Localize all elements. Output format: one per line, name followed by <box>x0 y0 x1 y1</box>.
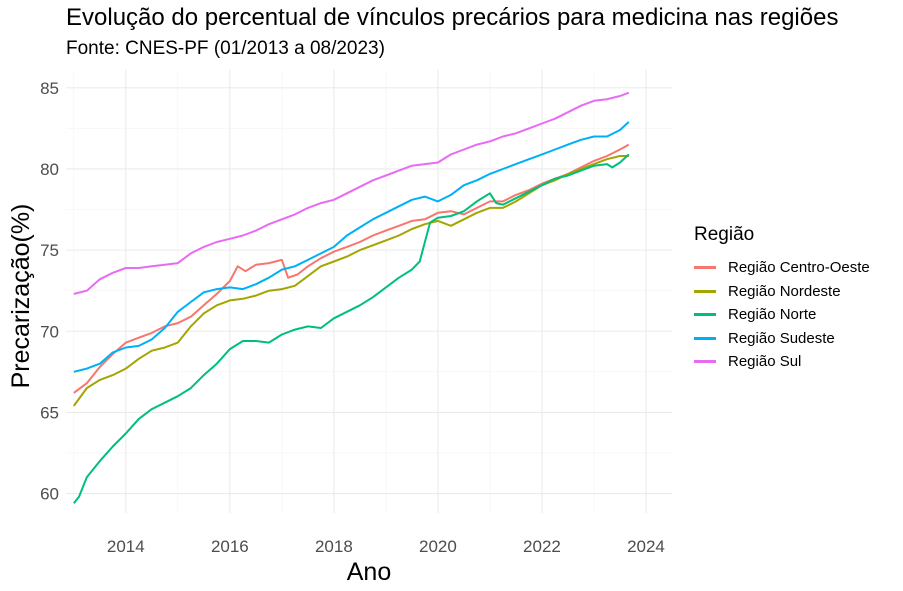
legend-items: Região Centro-Oeste Região Nordeste Região… <box>694 256 870 374</box>
series-lines <box>72 91 630 504</box>
legend-item: Região Sul <box>694 350 870 374</box>
legend-label: Região Centro-Oeste <box>728 259 870 277</box>
y-axis-title: Precarização(%) <box>7 204 35 389</box>
legend-item: Região Sudeste <box>694 327 870 351</box>
y-tick-label: 80 <box>40 160 59 179</box>
legend: Região Região Centro-Oeste Região Nordest… <box>694 224 870 374</box>
gridlines <box>66 70 672 513</box>
x-tick-label: 2024 <box>627 537 665 556</box>
x-tick-labels: 2014 2016 2018 2020 2022 2024 <box>107 537 665 556</box>
x-tick-label: 2020 <box>419 537 457 556</box>
chart-title: Evolução do percentual de vínculos precá… <box>66 4 839 31</box>
y-tick-label: 85 <box>40 79 59 98</box>
series-line <box>72 155 629 407</box>
y-tick-label: 60 <box>40 485 59 504</box>
series-line <box>73 121 630 373</box>
legend-item: Região Norte <box>694 303 870 327</box>
y-tick-labels: 60 65 70 75 80 85 <box>40 79 59 504</box>
legend-key <box>694 360 716 364</box>
legend-label: Região Nordeste <box>728 282 841 300</box>
y-tick-label: 65 <box>40 403 59 422</box>
legend-label: Região Norte <box>728 306 817 324</box>
x-axis-title: Ano <box>347 558 391 586</box>
legend-key <box>694 266 716 270</box>
series-line <box>73 143 630 394</box>
x-tick-label: 2014 <box>107 537 145 556</box>
series-line <box>73 91 630 295</box>
legend-item: Região Centro-Oeste <box>694 256 870 280</box>
x-tick-label: 2016 <box>211 537 249 556</box>
legend-key <box>694 313 716 317</box>
y-tick-label: 70 <box>40 322 59 341</box>
x-tick-label: 2022 <box>523 537 561 556</box>
legend-label: Região Sul <box>728 353 802 371</box>
legend-key <box>694 289 716 293</box>
legend-title: Região <box>694 224 755 245</box>
legend-item: Região Nordeste <box>694 280 870 304</box>
chart-subtitle: Fonte: CNES-PF (01/2013 a 08/2023) <box>66 38 385 59</box>
x-tick-label: 2018 <box>315 537 353 556</box>
y-tick-label: 75 <box>40 241 59 260</box>
series-line <box>73 153 630 504</box>
legend-key <box>694 336 716 340</box>
legend-label: Região Sudeste <box>728 329 835 347</box>
